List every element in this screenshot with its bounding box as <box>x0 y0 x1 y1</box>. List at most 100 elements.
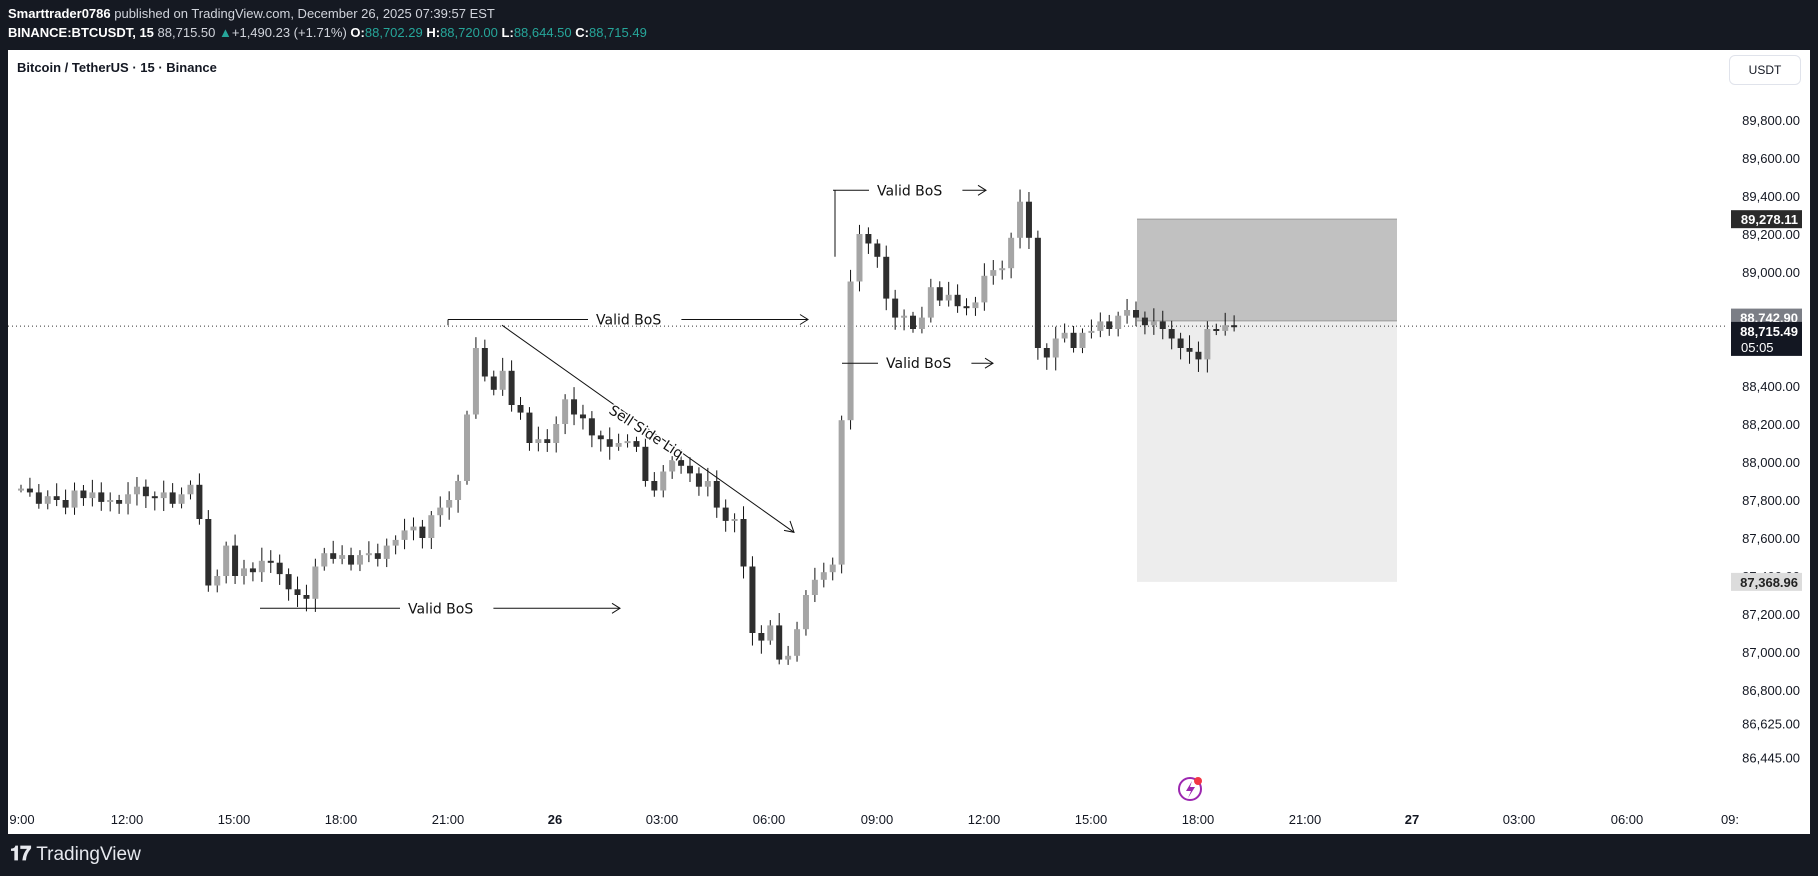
time-axis-label: 26 <box>548 812 562 827</box>
chart-pane[interactable]: Valid BoS Valid BoS Valid BoS Valid BoS Sell… <box>8 50 1810 834</box>
candle-down <box>865 234 872 244</box>
arrow-icon <box>783 520 795 533</box>
candle-up <box>18 488 24 491</box>
candle-down <box>35 492 42 504</box>
candle-down <box>517 405 524 413</box>
zone-top-tag-bg <box>1731 210 1802 229</box>
candle-down <box>633 441 640 447</box>
candle-down <box>678 460 685 466</box>
publish-info: published on TradingView.com, December 2… <box>110 6 495 21</box>
candle-up <box>428 515 435 538</box>
time-axis-label: 21:00 <box>432 812 465 827</box>
candle-down <box>481 348 488 377</box>
candle-up <box>785 655 792 660</box>
candle-up <box>562 399 569 424</box>
candle-down <box>1043 348 1050 358</box>
time-axis-label: 15:00 <box>218 812 251 827</box>
candle-down <box>544 439 551 443</box>
candle-down <box>892 298 899 318</box>
valid-bos-2-label: Valid BoS <box>596 313 661 329</box>
candle-down <box>330 553 337 559</box>
candle-up <box>669 460 676 472</box>
time-axis-label: 03:00 <box>1503 812 1536 827</box>
candle-down <box>606 439 613 447</box>
price-axis-label: 87,000.00 <box>1742 645 1800 660</box>
candle-up <box>365 553 372 556</box>
candle-up <box>856 234 863 282</box>
high-label: H: <box>426 25 441 40</box>
price-axis-label: 88,000.00 <box>1742 455 1800 470</box>
candle-down <box>1025 201 1032 238</box>
candle-down <box>508 370 515 405</box>
candle-up <box>802 595 809 630</box>
last-price-tag-countdown: 05:05 <box>1741 340 1774 355</box>
candle-down <box>80 490 87 499</box>
candle-up <box>553 424 560 443</box>
candle-down <box>232 545 239 576</box>
lightning-bolt-icon <box>1186 781 1195 798</box>
time-axis-label: 09: <box>1721 812 1739 827</box>
candle-down <box>642 446 649 481</box>
candle-down <box>526 412 533 443</box>
candle-up <box>1097 321 1104 331</box>
candle-down <box>294 589 301 595</box>
candle-down <box>713 481 720 508</box>
currency-button[interactable]: USDT <box>1729 55 1801 85</box>
candle-down <box>285 574 292 590</box>
candle-down <box>874 243 881 257</box>
time-axis-label: 18:00 <box>325 812 358 827</box>
candle-up <box>901 315 908 318</box>
candle-down <box>1186 348 1193 352</box>
candle-up <box>847 281 854 421</box>
candle-down <box>419 526 426 538</box>
publish-header: Smarttrader0786 published on TradingView… <box>8 4 647 42</box>
candle-down <box>1133 310 1139 318</box>
candle-down <box>883 256 890 299</box>
candle-down <box>196 484 203 519</box>
candle-up <box>1052 338 1059 358</box>
candle-up <box>1150 321 1157 326</box>
candle-up <box>767 625 774 641</box>
candle-up <box>615 443 622 447</box>
price-axis-label: 86,445.00 <box>1742 750 1800 765</box>
candle-down <box>1106 321 1113 329</box>
price-axis-label: 87,200.00 <box>1742 607 1800 622</box>
candle-down <box>695 473 702 487</box>
candle-down <box>1231 325 1238 328</box>
candle-up <box>107 500 114 502</box>
price-axis-label: 89,200.00 <box>1742 227 1800 242</box>
candle-down <box>348 555 355 565</box>
candle-up <box>1008 237 1015 269</box>
candle-down <box>1070 332 1077 348</box>
low-label: L: <box>501 25 514 40</box>
candle-up <box>383 545 390 559</box>
candle-down <box>303 595 310 599</box>
price-axis-label: 88,200.00 <box>1742 417 1800 432</box>
last-price-tag: 88,715.49 <box>1740 324 1798 339</box>
candle-up <box>1115 315 1122 329</box>
candle-up <box>312 566 319 599</box>
price-axis-label: 88,400.00 <box>1742 379 1800 394</box>
candle-up <box>178 494 185 504</box>
brand-name: TradingView <box>36 843 141 865</box>
candle-up <box>133 486 140 495</box>
last-price: 88,715.50 <box>157 25 216 40</box>
author-name[interactable]: Smarttrader0786 <box>8 6 111 21</box>
time-axis-label: 21:00 <box>1289 812 1322 827</box>
price-axis-label: 87,800.00 <box>1742 493 1800 508</box>
candle-up <box>829 564 836 573</box>
candle-up <box>918 317 925 329</box>
candle-down <box>910 315 916 329</box>
candle-up <box>999 268 1006 271</box>
candle-up <box>401 530 408 540</box>
candle-down <box>722 507 729 521</box>
candle-up <box>214 576 221 586</box>
candle-down <box>1168 329 1175 339</box>
last-price-tag-bg <box>1731 321 1802 356</box>
candle-up <box>945 294 952 301</box>
open-value: 88,702.29 <box>364 25 423 40</box>
chart-title: Bitcoin / TetherUS · 15 · Binance <box>17 60 217 75</box>
candle-down <box>276 562 283 575</box>
price-axis-label: 89,400.00 <box>1742 189 1800 204</box>
